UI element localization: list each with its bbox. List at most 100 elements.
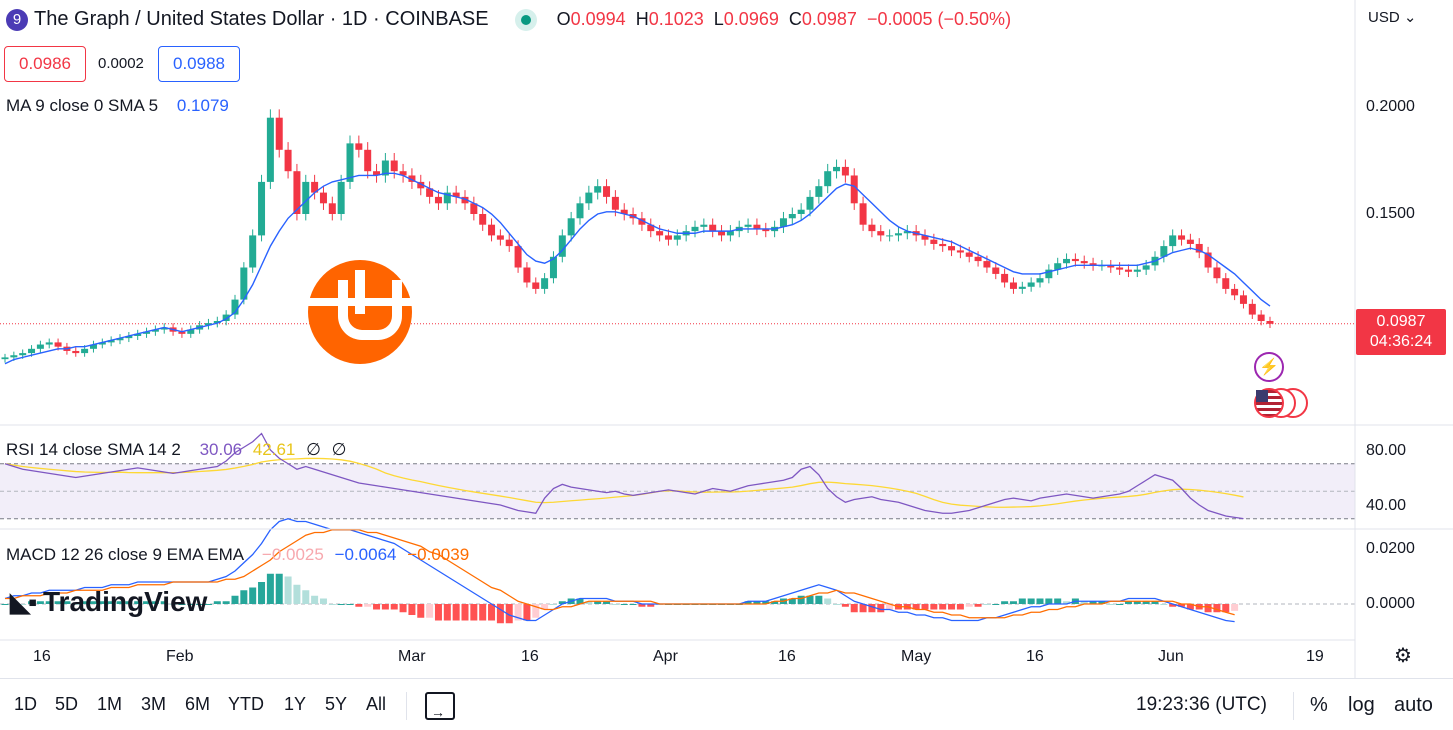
macd-histogram-bar	[541, 604, 549, 610]
candle	[948, 246, 956, 251]
macd-histogram-bar	[1222, 604, 1230, 613]
candle	[328, 203, 336, 214]
rsi-legend[interactable]: RSI 14 close SMA 14 2 30.06 42.61 ∅ ∅	[6, 440, 346, 460]
timeframe-button-5y[interactable]: 5Y	[325, 694, 348, 714]
timeframe-button-all[interactable]: All	[366, 694, 387, 714]
candle	[1195, 243, 1203, 253]
candle	[222, 314, 230, 321]
candle	[1116, 267, 1124, 270]
macd-histogram-bar	[399, 604, 407, 613]
candle	[877, 231, 885, 236]
macd-histogram-bar	[452, 604, 460, 621]
macd-histogram-bar	[514, 604, 522, 621]
candle	[399, 171, 407, 176]
ohlc-high-label: H	[635, 9, 649, 29]
timeframe-button-3m[interactable]: 3M	[141, 694, 167, 714]
log-scale-toggle[interactable]: log	[1348, 694, 1375, 716]
timeframe-button-1y[interactable]: 1Y	[284, 694, 307, 714]
timeframe-button-5d[interactable]: 5D	[55, 694, 79, 714]
macd-histogram-bar	[912, 604, 920, 610]
macd-histogram-bar	[1045, 598, 1053, 604]
candle	[744, 224, 752, 227]
candle	[797, 209, 805, 214]
candle	[656, 231, 664, 236]
candle	[638, 218, 646, 225]
candle	[611, 196, 619, 210]
macd-histogram-bar	[788, 598, 796, 604]
macd-histogram-bar	[629, 604, 637, 605]
macd-histogram-bar	[98, 601, 106, 604]
timeframe-button-ytd[interactable]: YTD	[228, 694, 264, 714]
macd-histogram-bar	[134, 601, 142, 604]
time-tick-label: 16	[1026, 648, 1044, 665]
candle	[1071, 258, 1079, 262]
signal-line	[5, 529, 1235, 619]
currency-selector[interactable]: USD ⌄	[1368, 8, 1416, 26]
candle	[346, 143, 354, 182]
macd-histogram-bar	[594, 601, 602, 604]
macd-histogram-bar	[1133, 601, 1141, 604]
rsi-tick-label: 80.00	[1366, 442, 1407, 459]
time-tick-label: 16	[778, 648, 796, 665]
time-tick-label: Apr	[653, 648, 678, 665]
candle	[541, 278, 549, 289]
chart-settings-icon[interactable]: ⚙	[1394, 645, 1412, 667]
macd-histogram-bar	[532, 604, 540, 618]
macd-histogram-bar	[983, 604, 991, 605]
timeframe-button-6m[interactable]: 6M	[185, 694, 211, 714]
candle	[868, 224, 876, 232]
macd-histogram-bar	[833, 604, 841, 605]
the-graph-logo-icon: 9	[6, 8, 28, 31]
macd-histogram-bar	[496, 604, 504, 624]
macd-histogram-bar	[346, 604, 354, 605]
candle	[45, 342, 53, 345]
price-tick-label: 0.1500	[1366, 205, 1415, 222]
candle	[1257, 314, 1265, 321]
buy-button[interactable]: 0.0988	[158, 46, 240, 82]
macd-histogram-bar	[1116, 604, 1124, 605]
timeframe-button-1d[interactable]: 1D	[14, 694, 38, 714]
watermark-text: TradingView	[43, 586, 208, 617]
candle	[992, 267, 1000, 274]
macd-histogram-bar	[178, 604, 186, 605]
percent-scale-toggle[interactable]: %	[1310, 694, 1328, 716]
candle	[443, 192, 451, 204]
rsi-empty-2: ∅	[331, 440, 347, 459]
candle	[691, 226, 699, 232]
macd-legend[interactable]: MACD 12 26 close 9 EMA EMA −0.0025 −0.00…	[6, 545, 469, 565]
candle	[505, 239, 513, 247]
candle	[178, 331, 186, 334]
macd-histogram-bar	[355, 604, 363, 607]
candle	[1213, 267, 1221, 279]
us-economic-events-icon[interactable]	[1254, 388, 1308, 418]
ma-legend[interactable]: MA 9 close 0 SMA 5 0.1079	[6, 96, 229, 116]
timeframe-button-1m[interactable]: 1M	[97, 694, 123, 714]
candle	[160, 327, 168, 330]
market-status-icon[interactable]	[514, 8, 537, 31]
macd-histogram-bar	[558, 601, 566, 604]
macd-histogram-bar	[36, 601, 44, 604]
candle	[1266, 321, 1274, 324]
macd-histogram-bar	[824, 598, 832, 604]
lightning-event-icon[interactable]: ⚡	[1254, 352, 1284, 382]
utc-clock[interactable]: 19:23:36 (UTC)	[1136, 694, 1267, 715]
macd-histogram-bar	[488, 604, 496, 621]
macd-histogram-bar	[1169, 604, 1177, 607]
candle	[293, 171, 301, 214]
symbol-title[interactable]: The Graph / United States Dollar · 1D · …	[34, 8, 489, 30]
candle	[779, 218, 787, 227]
candle	[1248, 303, 1256, 315]
auto-scale-toggle[interactable]: auto	[1394, 694, 1433, 716]
candle	[718, 231, 726, 236]
date-range-icon[interactable]: →	[425, 692, 455, 720]
candle	[302, 181, 310, 214]
macd-histogram-bar	[240, 590, 248, 604]
candle	[1080, 261, 1088, 264]
macd-tick-label: 0.0000	[1366, 595, 1415, 612]
candle	[54, 342, 62, 347]
sell-button[interactable]: 0.0986	[4, 46, 86, 82]
ohlc-values: O0.0994 H0.1023 L0.0969 C0.0987 −0.0005 …	[557, 9, 1011, 30]
candle	[1178, 235, 1186, 240]
macd-histogram-bar	[1160, 604, 1168, 605]
